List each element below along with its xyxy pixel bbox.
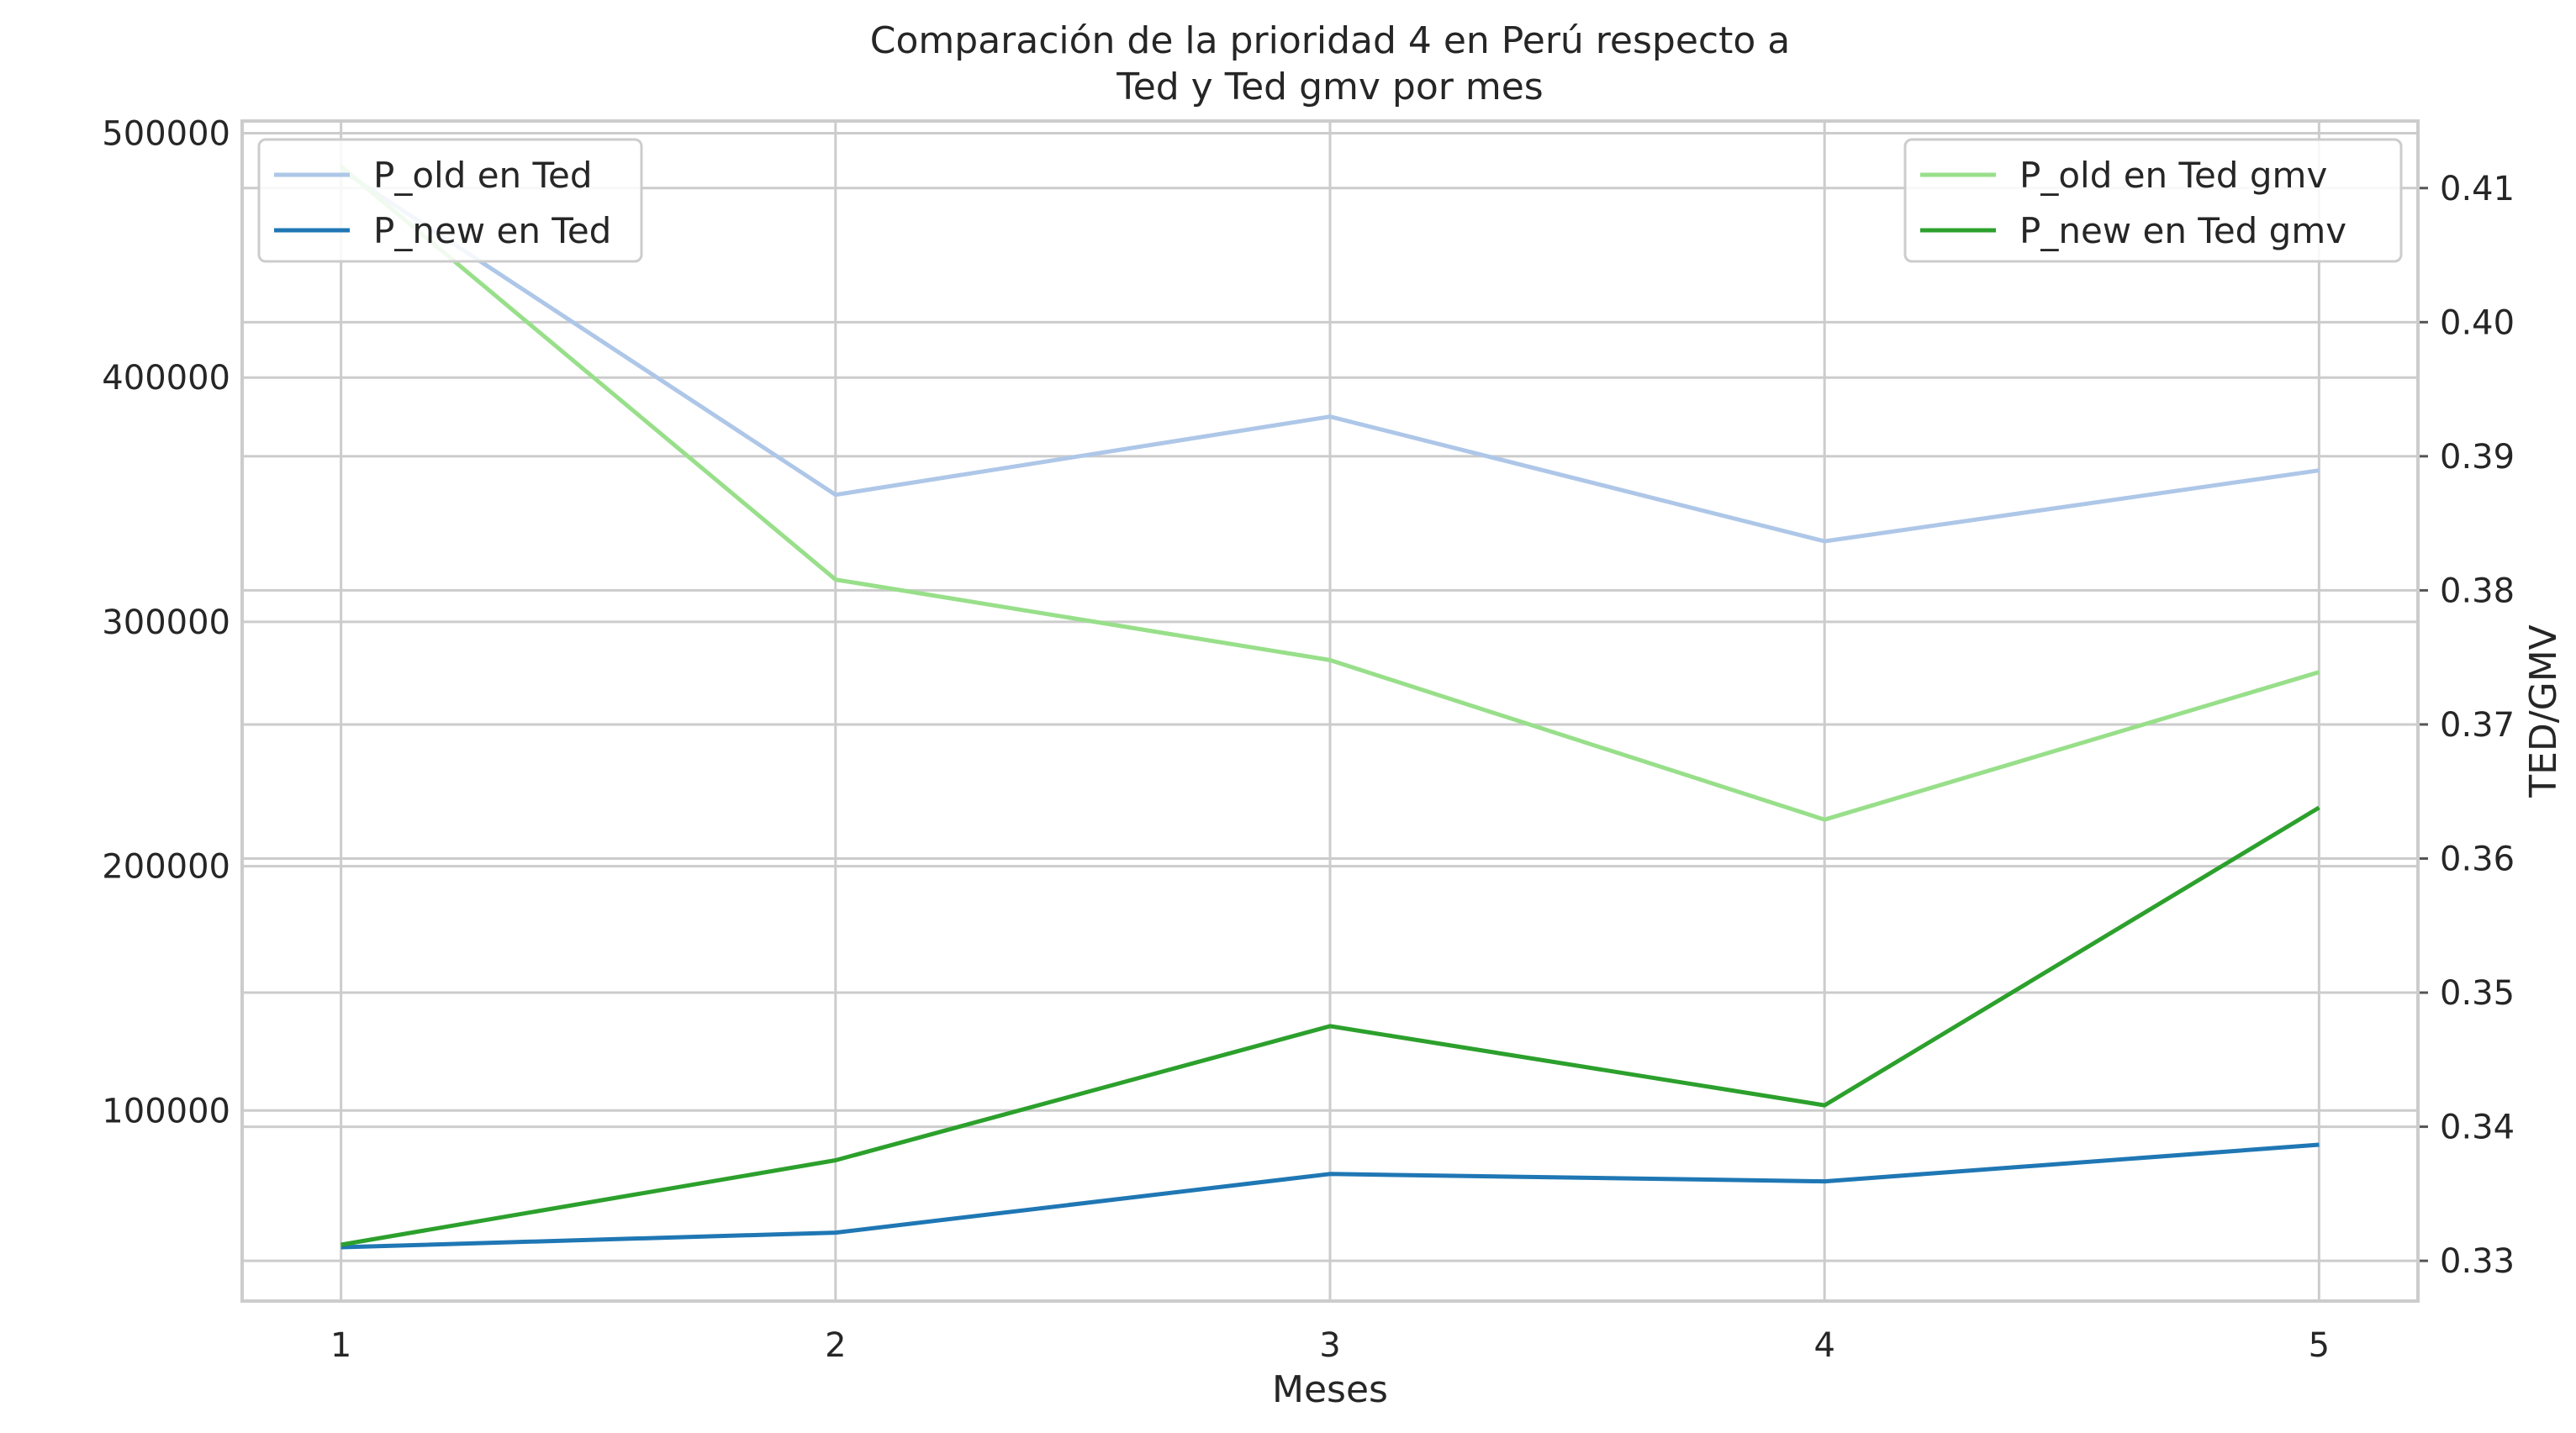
legend-upper-right: P_old en Ted gmv P_new en Ted gmv: [1903, 138, 2403, 263]
series-lines: [339, 165, 2320, 1250]
y2-tick-label: 0.38: [2440, 572, 2515, 610]
y2-tick-label: 0.36: [2440, 840, 2515, 879]
x-tick-label: 2: [825, 1326, 846, 1365]
legend-entry: P_new en Ted gmv: [2019, 210, 2346, 251]
y-tick-label: 200000: [102, 848, 230, 887]
y-tick-label: 400000: [102, 359, 230, 398]
grid: [242, 121, 2428, 1301]
y2-tick-label: 0.37: [2440, 706, 2515, 745]
legend-upper-left: P_old en Ted P_new en Ted: [257, 138, 643, 263]
legend-entry: P_new en Ted: [373, 210, 611, 251]
series-line-p-new-en-ted-gmv: [340, 805, 2320, 1247]
y-tick-label: 500000: [102, 115, 230, 154]
legend-box: [257, 138, 643, 263]
chart-title-line-1: Comparación de la prioridad 4 en Perú re…: [870, 19, 1790, 62]
x-tick-label: 4: [1813, 1326, 1834, 1365]
tick-labels: 1 2 3 4 5 100000 200000 300000 400000 500000 0.33 0…: [102, 115, 2515, 1365]
y-tick-label: 100000: [102, 1092, 230, 1130]
y-tick-label: 300000: [102, 603, 230, 642]
x-axis-label: Meses: [1272, 1368, 1388, 1411]
y2-tick-label: 0.34: [2440, 1109, 2515, 1147]
y2-axis-label: TED/GMV: [2522, 624, 2565, 798]
y2-tick-label: 0.40: [2440, 303, 2515, 342]
x-tick-label: 5: [2309, 1326, 2330, 1365]
series-line-p-old-en-ted-gmv: [339, 165, 2320, 822]
y2-tick-label: 0.35: [2440, 974, 2515, 1013]
x-tick-label: 1: [330, 1326, 351, 1365]
y2-tick-label: 0.41: [2440, 170, 2515, 208]
legends: P_old en Ted P_new en Ted P_old en Ted gmv…: [257, 138, 2403, 263]
legend-entry: P_old en Ted gmv: [2019, 155, 2327, 196]
series-line-p-old-en-ted: [340, 168, 2320, 544]
legend-box: [1903, 138, 2403, 263]
y2-tick-label: 0.33: [2440, 1242, 2515, 1281]
chart-title-line-2: Ted y Ted gmv por mes: [1116, 66, 1543, 108]
series-line-p-new-en-ted: [340, 1142, 2320, 1250]
x-tick-label: 3: [1319, 1326, 1340, 1365]
axes-frame: [240, 119, 2420, 1303]
y2-tick-label: 0.39: [2440, 438, 2515, 477]
plot-frame: [240, 119, 2420, 1303]
legend-entry: P_old en Ted: [373, 155, 593, 196]
